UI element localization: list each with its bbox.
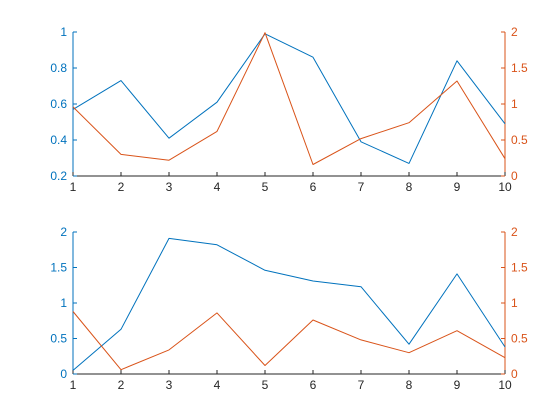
top-series-blue-line — [72, 33, 506, 164]
top-left-y-tick-label: 0.6 — [50, 97, 67, 111]
bottom-x-tick-label: 7 — [358, 378, 365, 392]
top-right-y-tick-label: 0.5 — [511, 133, 528, 147]
bottom-x-tick-label: 2 — [118, 378, 125, 392]
top-left-y-tick-label: 0.2 — [50, 169, 67, 183]
top-left-y-tick-label: 0.4 — [50, 133, 67, 147]
top-x-tick-label: 3 — [166, 180, 173, 194]
top-right-y-tick-label: 2 — [511, 25, 518, 39]
top-x-tick-label: 2 — [118, 180, 125, 194]
bottom-x-tick-label: 1 — [70, 378, 77, 392]
bottom-left-y-tick-label: 1 — [60, 296, 67, 310]
top-x-tick-label: 5 — [262, 180, 269, 194]
top-series-orange-line — [72, 32, 506, 165]
bottom-x-tick-label: 3 — [166, 378, 173, 392]
top-right-y-tick-label: 0 — [511, 169, 518, 183]
top-right-y-tick-label: 1 — [511, 97, 518, 111]
top-x-tick-label: 7 — [358, 180, 365, 194]
bottom-series-blue-line — [72, 237, 506, 371]
top-x-tick-label: 8 — [406, 180, 413, 194]
bottom-x-tick-label: 8 — [406, 378, 413, 392]
top-right-y-tick-label: 1.5 — [511, 61, 528, 75]
bottom-x-tick-label: 5 — [262, 378, 269, 392]
bottom-right-y-tick-label: 1 — [511, 296, 518, 310]
bottom-series-orange-line — [72, 311, 506, 371]
top-left-y-tick-label: 0.8 — [50, 61, 67, 75]
top-x-tick-label: 1 — [70, 180, 77, 194]
bottom-right-y-tick-label: 0 — [511, 367, 518, 381]
top-x-tick-label: 6 — [310, 180, 317, 194]
bottom-x-tick-label: 9 — [454, 378, 461, 392]
bottom-right-y-tick-label: 1.5 — [511, 261, 528, 275]
bottom-x-tick-label: 10 — [498, 378, 512, 392]
bottom-left-y-tick-label: 1.5 — [50, 261, 67, 275]
bottom-left-y-tick-label: 2 — [60, 225, 67, 239]
top-x-tick-label: 10 — [498, 180, 512, 194]
bottom-x-tick-label: 6 — [310, 378, 317, 392]
top-x-tick-label: 9 — [454, 180, 461, 194]
top-left-y-tick-label: 1 — [60, 25, 67, 39]
bottom-left-y-tick-label: 0 — [60, 367, 67, 381]
bottom-right-y-tick-label: 2 — [511, 225, 518, 239]
top-x-tick-label: 4 — [214, 180, 221, 194]
bottom-x-tick-label: 4 — [214, 378, 221, 392]
bottom-right-y-tick-label: 0.5 — [511, 332, 528, 346]
bottom-left-y-tick-label: 0.5 — [50, 332, 67, 346]
